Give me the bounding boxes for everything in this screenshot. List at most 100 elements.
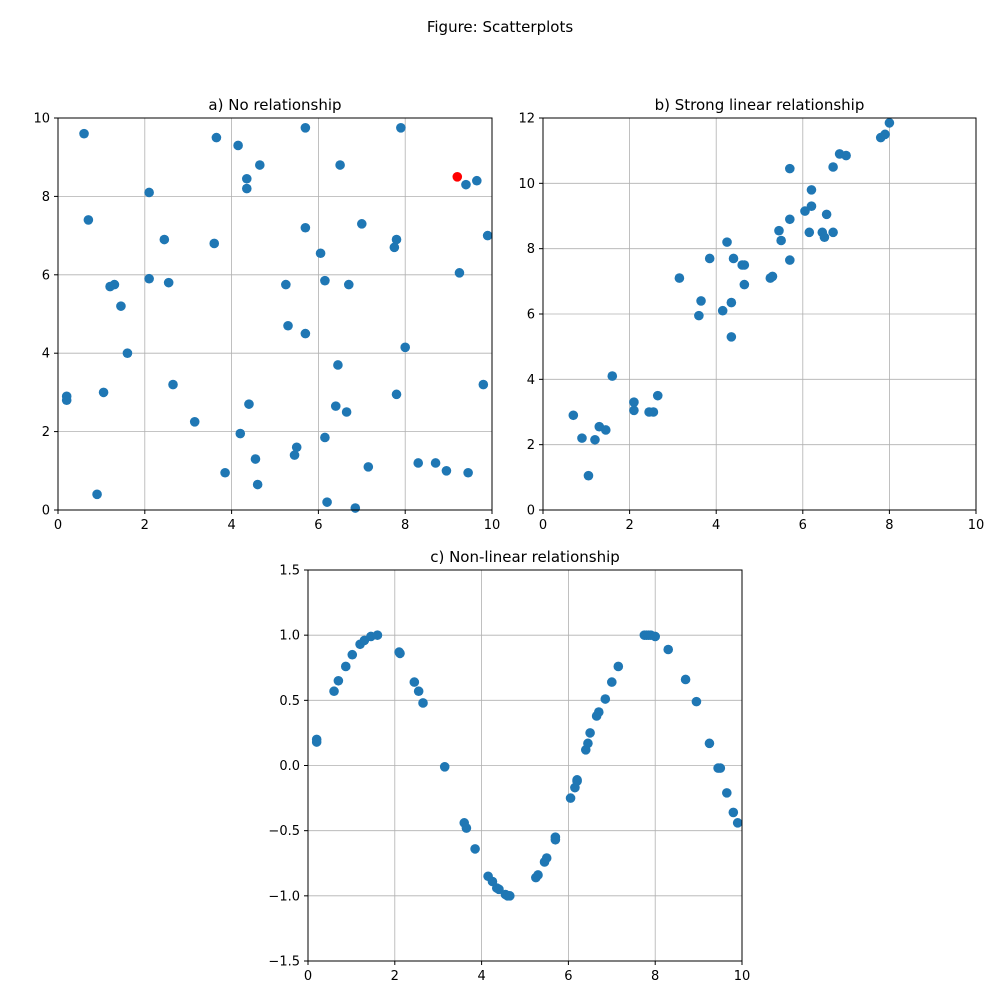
subplot-b-point — [590, 434, 600, 445]
subplot-a-point — [291, 442, 302, 453]
subplot-c-xtick-label: 10 — [734, 969, 751, 984]
subplot-b-point — [828, 162, 838, 172]
subplot-b-point — [785, 163, 795, 174]
subplot-a-point — [300, 123, 311, 133]
subplot-c-point — [372, 630, 383, 640]
subplot-a-point — [391, 389, 402, 400]
subplot-c-xtick-label: 8 — [651, 969, 659, 984]
subplot-a-xtick-label: 0 — [54, 518, 62, 533]
subplot-a-xtick-label: 6 — [314, 518, 322, 533]
subplot-b-point — [652, 390, 663, 401]
subplot-a-point — [454, 268, 465, 278]
subplot-a-point — [413, 458, 424, 468]
subplot-c-point — [600, 694, 611, 704]
subplot-b-point — [806, 185, 817, 195]
subplot-a-point — [350, 503, 361, 513]
subplot-b-point — [767, 271, 778, 282]
subplot-a-point — [122, 348, 133, 359]
subplot-c-point — [461, 823, 472, 833]
subplot-a-point — [463, 467, 473, 478]
subplot-a-ytick-label: 4 — [42, 347, 50, 362]
subplot-b-point — [776, 235, 786, 246]
subplot-c-ytick-label: 1.5 — [279, 564, 300, 579]
subplot-a-point — [209, 238, 220, 249]
subplot-a-point — [144, 273, 154, 284]
subplot-c-point — [593, 707, 604, 717]
subplot-a-frame — [57, 117, 493, 511]
subplot-a-point — [363, 462, 374, 472]
subplot-b-point — [739, 279, 750, 290]
subplot-b-ytick-label: 4 — [527, 373, 535, 388]
subplot-a-highlight-point — [452, 172, 463, 182]
subplot-a-point — [283, 320, 293, 331]
subplot-b-point — [785, 255, 795, 265]
subplot-a-point — [357, 219, 367, 229]
subplot-c-point — [715, 763, 726, 773]
subplot-c-point — [541, 853, 552, 863]
subplot-a-point — [300, 328, 311, 339]
subplot-a-ytick-label: 10 — [33, 112, 50, 127]
subplot-a-point — [482, 230, 493, 241]
subplot-b-xtick-label: 10 — [968, 518, 985, 533]
subplot-a-point — [333, 360, 343, 370]
subplot-a-ytick-label: 0 — [42, 504, 50, 519]
subplot-b-point — [607, 371, 618, 381]
subplot-b-point — [819, 232, 830, 243]
subplot-c-point — [418, 698, 428, 708]
subplot-c-ytick-label: 1.0 — [279, 629, 300, 644]
subplot-a-point — [61, 395, 72, 406]
subplot-b-point — [696, 296, 706, 306]
subplot-b-ytick-label: 6 — [527, 308, 535, 323]
subplot-c-xtick-label: 0 — [304, 969, 312, 984]
subplot-a-point — [315, 248, 326, 259]
subplot-c-ytick-label: 0.5 — [279, 694, 300, 709]
subplot-b-point — [577, 433, 587, 443]
subplot-a-point — [92, 489, 102, 500]
subplot-a-point — [250, 454, 261, 464]
subplot-a-point — [341, 407, 352, 417]
subplot-c-point — [613, 661, 624, 672]
subplot-b-point — [704, 253, 715, 264]
subplot-c-point — [691, 696, 702, 707]
subplot-a-point — [300, 222, 311, 233]
subplot-c-point — [311, 737, 322, 747]
subplot-a-point — [441, 466, 452, 476]
subplot-b-point — [828, 227, 838, 238]
subplot-b-point — [726, 297, 737, 308]
subplot-a-point — [244, 399, 254, 409]
subplot-c-point — [409, 677, 420, 687]
subplot-a-point — [159, 234, 170, 245]
subplot-c-xtick-label: 4 — [477, 969, 485, 984]
subplot-c-point — [340, 661, 351, 672]
subplot-a-point — [400, 342, 411, 353]
subplot-a-point — [322, 497, 332, 507]
subplot-c-point — [494, 884, 504, 895]
subplot-a-point — [478, 379, 489, 390]
subplot-c-point — [722, 788, 732, 798]
subplot-a-point — [391, 234, 402, 245]
subplot-b-point — [841, 150, 851, 161]
subplot-c-point — [505, 891, 515, 901]
subplot-a: 0 2 4 6 8 10 0 2 4 6 8 10 a) No relationship — [33, 96, 500, 533]
subplot-b: 0 2 4 6 8 10 0 2 4 6 8 10 12 b) Strong linear relatio… — [518, 96, 984, 533]
subplot-a-ytick-label: 6 — [42, 268, 50, 283]
subplot-a-point — [335, 160, 345, 170]
subplot-c-xtick-label: 6 — [564, 969, 572, 984]
subplot-a-point — [255, 160, 265, 170]
subplot-b-point — [880, 129, 890, 140]
subplot-a-point — [472, 175, 482, 186]
subplot-a-title: a) No relationship — [208, 96, 341, 114]
subplot-c-point — [413, 686, 424, 697]
subplot-a-point — [320, 275, 330, 286]
subplot-a-point — [79, 128, 89, 139]
subplot-c-point — [333, 675, 344, 686]
subplot-b-point — [648, 407, 659, 417]
subplot-b-point — [629, 405, 639, 416]
subplot-c-point — [565, 793, 576, 803]
subplot-b-title: b) Strong linear relationship — [655, 96, 865, 114]
subplot-a-point — [281, 279, 291, 290]
subplot-a-ytick-label: 2 — [42, 425, 50, 440]
subplot-b-point — [774, 225, 784, 236]
